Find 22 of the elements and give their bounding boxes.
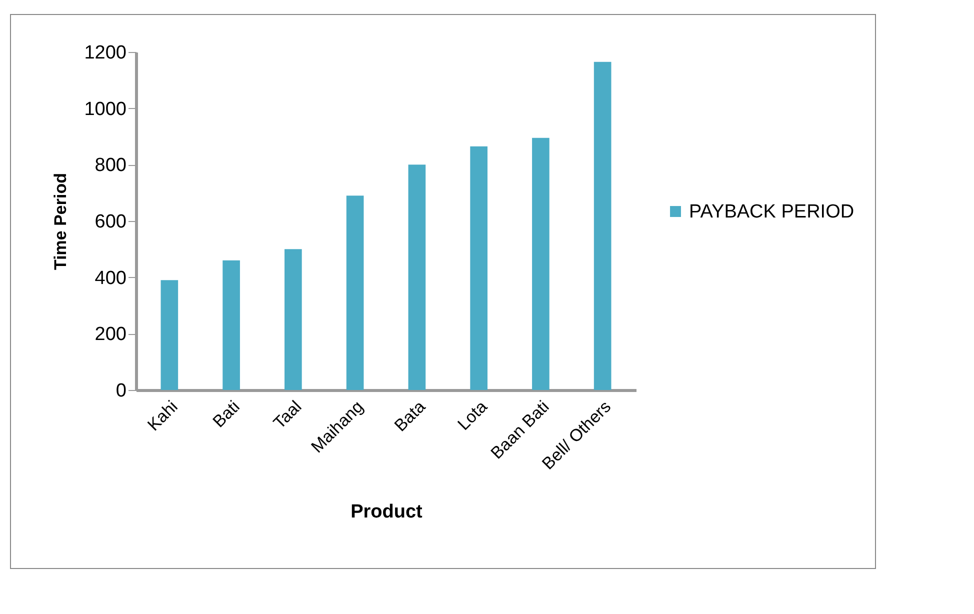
y-tick-label: 1200 [84, 42, 126, 64]
y-tick-label: 1000 [84, 98, 126, 120]
y-tick-label: 400 [94, 268, 126, 289]
x-tick-label: Taal [270, 397, 306, 433]
bar [284, 249, 302, 390]
bar [470, 146, 488, 390]
legend-label: PAYBACK PERIOD [689, 202, 854, 222]
y-tick-label: 600 [94, 212, 126, 232]
x-tick-label: Lota [454, 396, 492, 434]
bar [408, 164, 426, 390]
x-axis-title: Product [350, 502, 424, 523]
bar [594, 62, 612, 390]
x-tick-label: Bata [390, 396, 430, 436]
y-tick-label: 800 [94, 155, 126, 176]
bar [160, 280, 178, 390]
bar [222, 260, 240, 390]
bar [346, 196, 364, 390]
y-axis-title: Time Period [51, 173, 70, 270]
x-tick-label: Bati [209, 397, 244, 432]
bar [532, 138, 550, 390]
y-tick-label: 200 [94, 324, 126, 346]
y-tick-label: 0 [116, 380, 126, 402]
